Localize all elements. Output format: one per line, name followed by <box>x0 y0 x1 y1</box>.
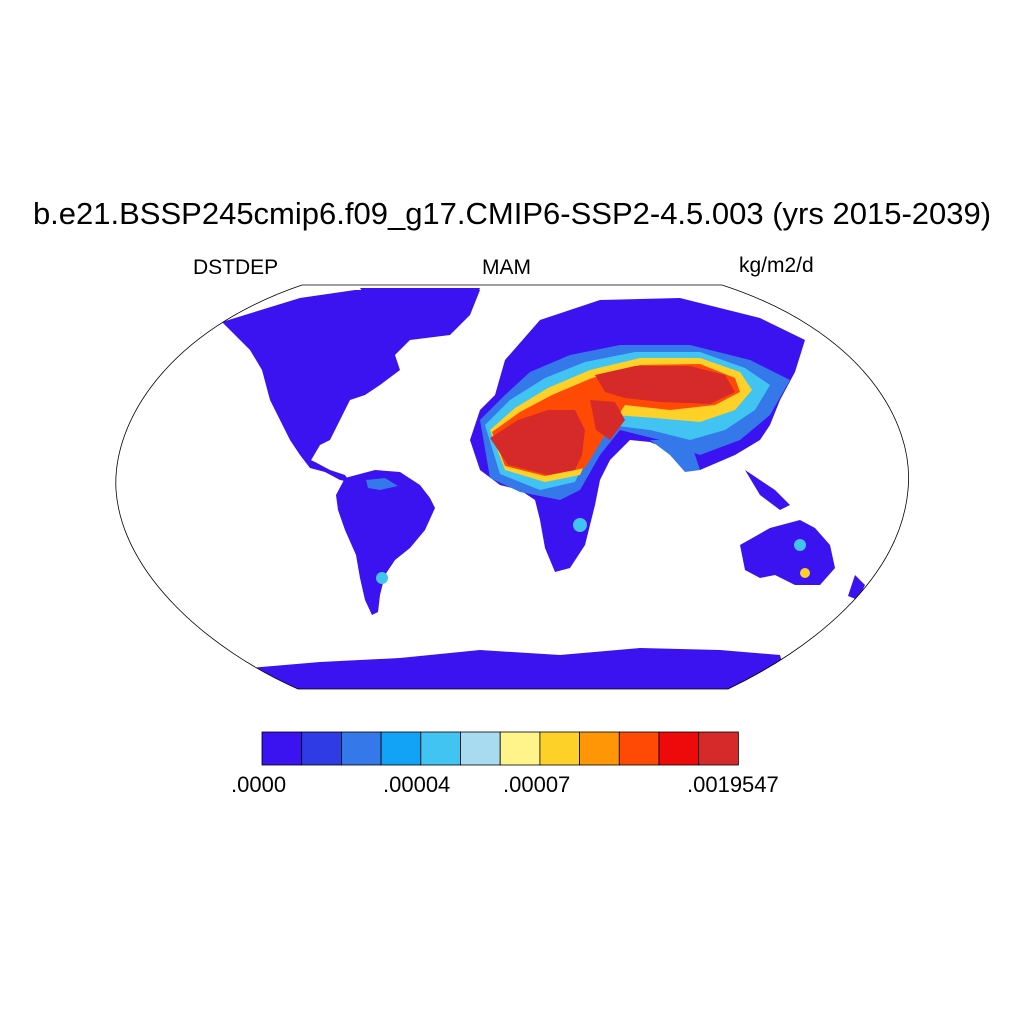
colorbar-box-9 <box>618 731 660 766</box>
colorbar-box-8 <box>579 731 620 766</box>
greenland <box>360 288 480 335</box>
australia-hotspot-2 <box>800 568 810 578</box>
colorbar-label-1: .00004 <box>383 772 451 797</box>
colorbar-box-1 <box>301 731 342 766</box>
australia <box>740 520 835 585</box>
colorbar-box-5 <box>460 731 501 766</box>
southern-africa-hotspot <box>573 518 587 532</box>
season-label: MAM <box>482 256 531 279</box>
colorbar-label-2: .00007 <box>503 772 571 797</box>
colorbar-box-4 <box>420 731 461 766</box>
central-america <box>300 455 350 482</box>
map-outline <box>115 284 909 690</box>
se-asia <box>745 470 790 510</box>
colorbar-box-10 <box>658 731 700 766</box>
plot-title: b.e21.BSSP245cmip6.f09_g17.CMIP6-SSP2-4.… <box>32 196 992 231</box>
land-field <box>222 288 865 689</box>
antarctica <box>240 648 790 689</box>
arabia-max <box>590 400 625 440</box>
colorbar-box-7 <box>539 731 581 766</box>
new-zealand <box>848 575 865 600</box>
colorbar-box-11 <box>698 731 739 766</box>
south-america-patch <box>366 478 398 490</box>
central-asia-max <box>595 366 735 404</box>
india <box>650 440 700 472</box>
sahara-max <box>490 410 585 475</box>
colorbar-label-0: .0000 <box>231 772 287 797</box>
colorbar-box-2 <box>340 731 382 766</box>
colorbar-box-6 <box>499 731 541 766</box>
colorbar <box>261 731 739 766</box>
colorbar-box-0 <box>261 731 303 766</box>
patagonia-hotspot <box>376 572 388 584</box>
units-label: kg/m2/d <box>739 254 814 277</box>
variable-name: DSTDEP <box>193 256 279 279</box>
south-america <box>336 470 435 615</box>
colorbar-box-3 <box>380 731 422 766</box>
colorbar-label-3: .0019547 <box>687 772 779 797</box>
australia-hotspot <box>794 539 806 551</box>
